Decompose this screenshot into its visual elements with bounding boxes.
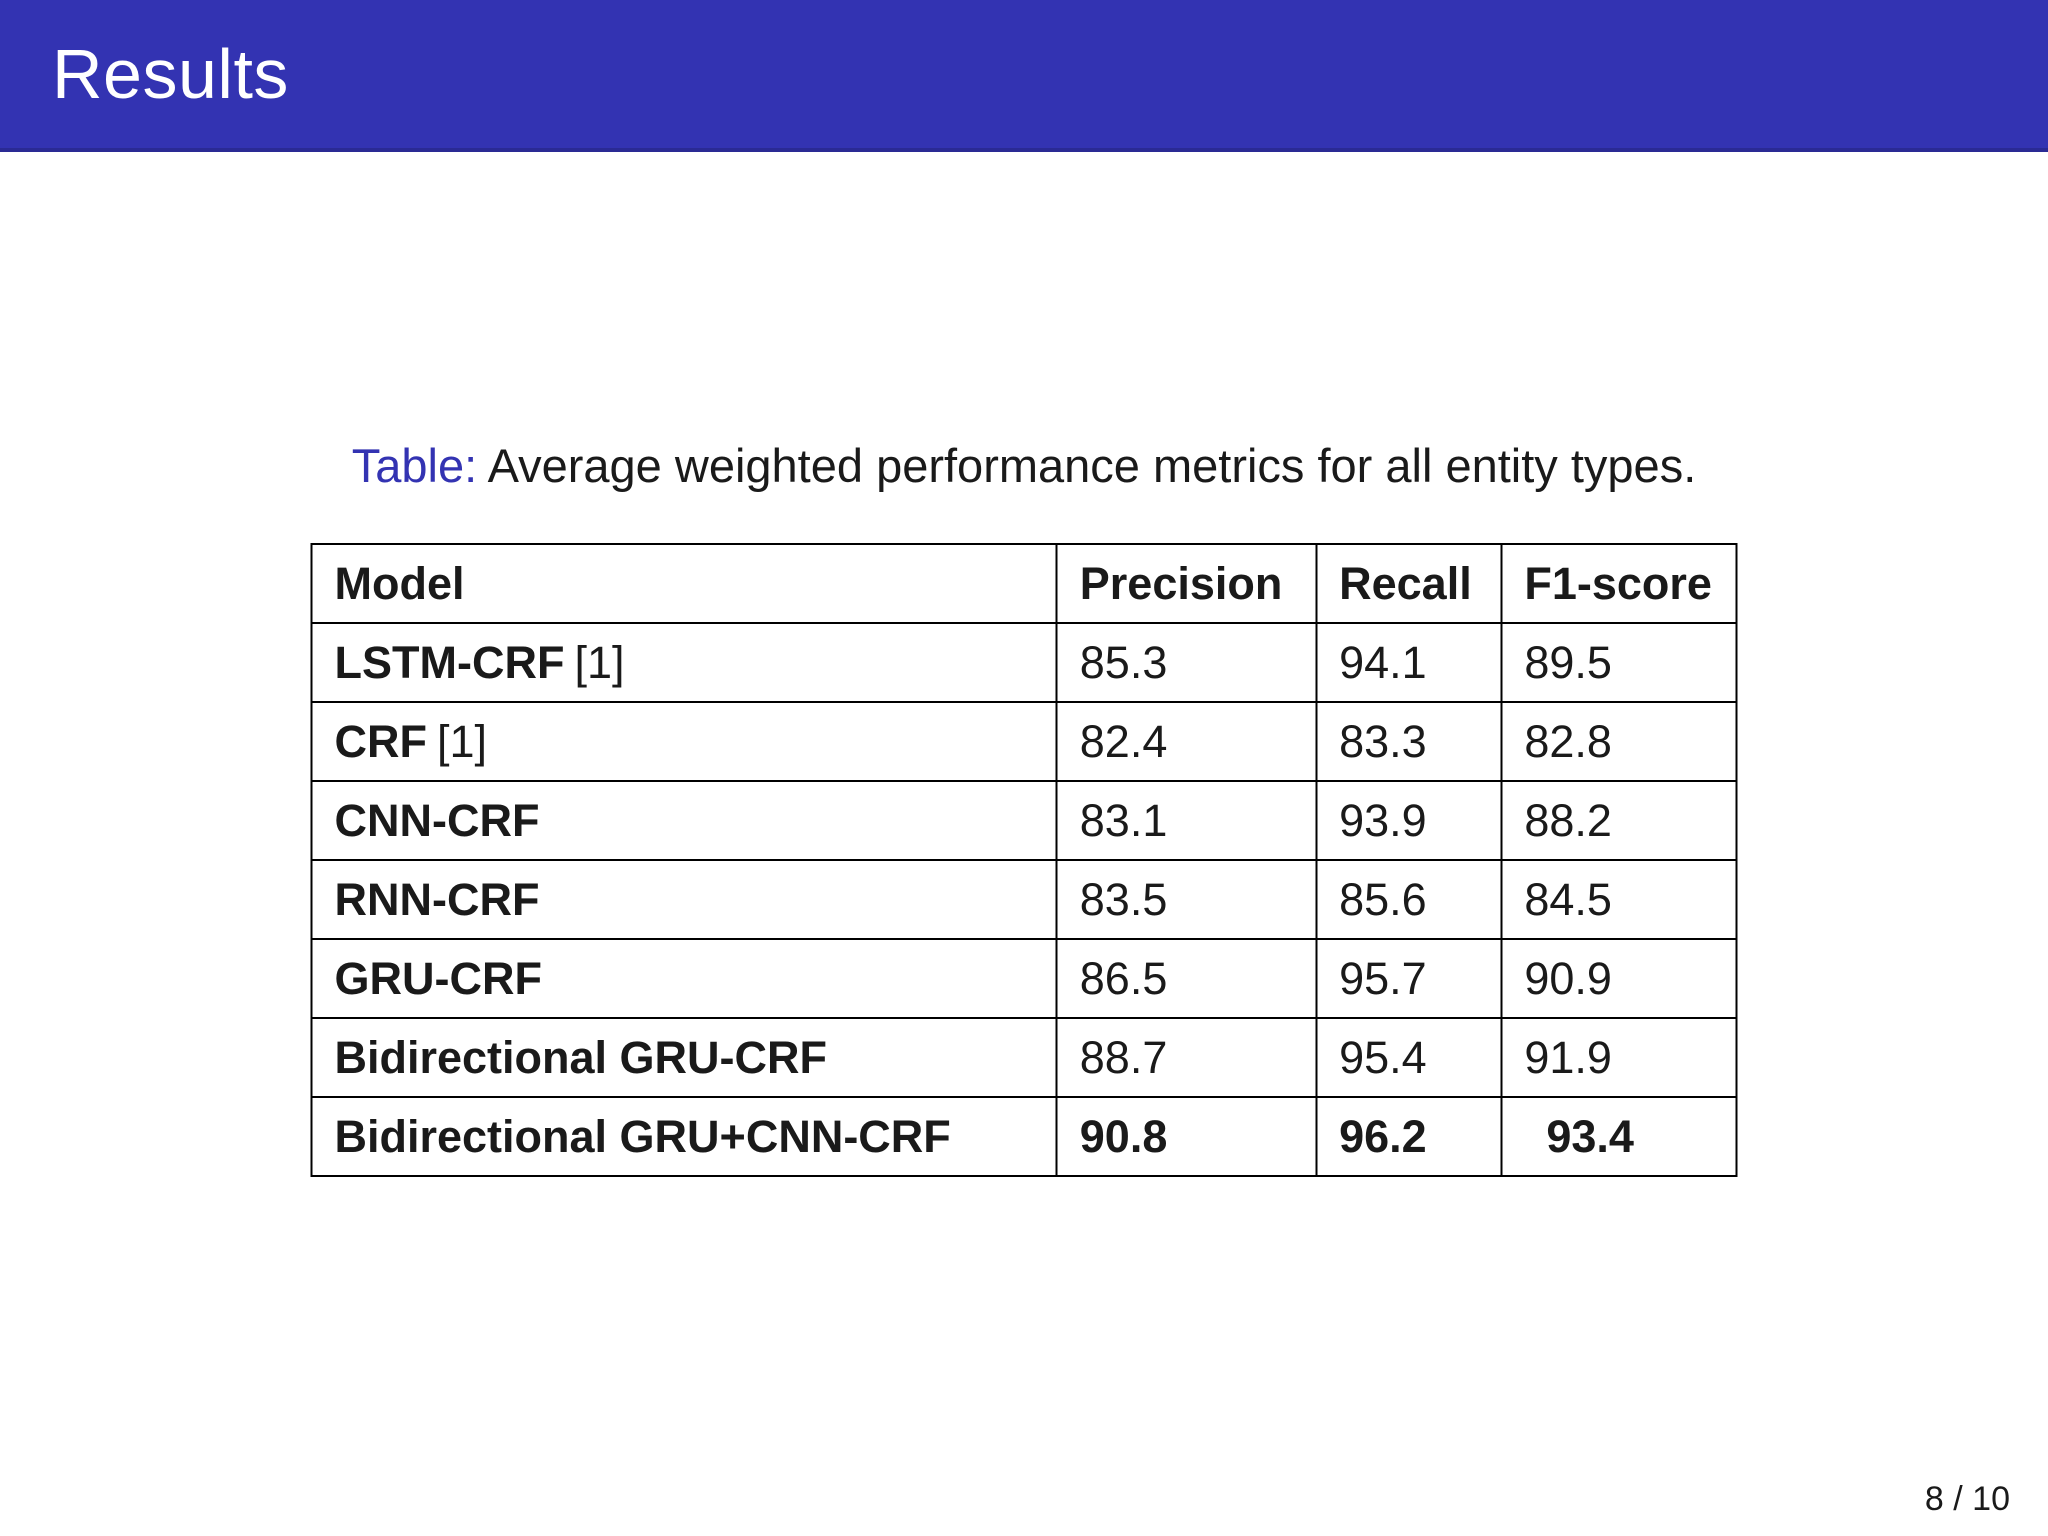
table-row: LSTM-CRF [1] 85.3 94.1 89.5 bbox=[310, 622, 1738, 703]
f1-score-value-cell: 91.9 bbox=[1500, 1017, 1738, 1098]
recall-value-cell: 96.2 bbox=[1315, 1096, 1503, 1177]
precision-value-cell: 83.5 bbox=[1055, 859, 1318, 940]
precision-value-cell: 88.7 bbox=[1055, 1017, 1318, 1098]
table-row: GRU-CRF 86.5 95.7 90.9 bbox=[310, 938, 1738, 1019]
slide-title: Results bbox=[52, 35, 289, 113]
table-row: CRF [1] 82.4 83.3 82.8 bbox=[310, 701, 1738, 782]
precision-value-cell: 86.5 bbox=[1055, 938, 1318, 1019]
model-name-cell: RNN-CRF bbox=[310, 859, 1058, 940]
model-name-cell: Bidirectional GRU+CNN-CRF bbox=[310, 1096, 1058, 1177]
model-name: Bidirectional GRU+CNN-CRF bbox=[334, 1110, 951, 1162]
recall-value-cell: 83.3 bbox=[1315, 701, 1503, 782]
model-name: GRU-CRF bbox=[334, 952, 542, 1004]
results-table-body: LSTM-CRF [1] 85.3 94.1 89.5 CRF [1] 82.4 83.3 82.… bbox=[310, 622, 1738, 1177]
model-name: RNN-CRF bbox=[334, 873, 540, 925]
table-row: RNN-CRF 83.5 85.6 84.5 bbox=[310, 859, 1738, 940]
column-header-f1-score: F1-score bbox=[1500, 543, 1738, 624]
table-row: Bidirectional GRU-CRF 88.7 95.4 91.9 bbox=[310, 1017, 1738, 1098]
f1-score-value-cell: 82.8 bbox=[1500, 701, 1738, 782]
precision-value-cell: 90.8 bbox=[1055, 1096, 1318, 1177]
page-number: 8 / 10 bbox=[1924, 1480, 2010, 1518]
column-header-recall: Recall bbox=[1315, 543, 1503, 624]
recall-value-cell: 85.6 bbox=[1315, 859, 1503, 940]
table-row: CNN-CRF 83.1 93.9 88.2 bbox=[310, 780, 1738, 861]
model-name-cell: CNN-CRF bbox=[310, 780, 1058, 861]
column-header-model: Model bbox=[310, 543, 1058, 624]
f1-score-value-cell: 89.5 bbox=[1500, 622, 1738, 703]
model-name: CNN-CRF bbox=[334, 794, 540, 846]
table-caption-label: Table: bbox=[351, 439, 478, 492]
precision-value-cell: 82.4 bbox=[1055, 701, 1318, 782]
recall-value-cell: 95.4 bbox=[1315, 1017, 1503, 1098]
model-name: Bidirectional GRU-CRF bbox=[334, 1031, 828, 1083]
model-name: CRF bbox=[334, 715, 427, 767]
results-table: Model Precision Recall F1-score LSTM-CRF… bbox=[310, 543, 1738, 1177]
f1-score-value-cell: 84.5 bbox=[1500, 859, 1738, 940]
table-caption: Table: Average weighted performance metr… bbox=[0, 438, 2048, 493]
model-name-cell: GRU-CRF bbox=[310, 938, 1058, 1019]
precision-value-cell: 83.1 bbox=[1055, 780, 1318, 861]
table-row: Bidirectional GRU+CNN-CRF 90.8 96.2 93.4 bbox=[310, 1096, 1738, 1177]
model-name-cell: CRF [1] bbox=[310, 701, 1058, 782]
f1-score-value-cell: 88.2 bbox=[1500, 780, 1738, 861]
model-name-cell: LSTM-CRF [1] bbox=[310, 622, 1058, 703]
table-caption-text: Average weighted performance metrics for… bbox=[487, 439, 1697, 492]
column-header-precision: Precision bbox=[1055, 543, 1318, 624]
f1-score-value-cell: 93.4 bbox=[1500, 1096, 1738, 1177]
model-name-cell: Bidirectional GRU-CRF bbox=[310, 1017, 1058, 1098]
recall-value-cell: 94.1 bbox=[1315, 622, 1503, 703]
f1-score-value-cell: 90.9 bbox=[1500, 938, 1738, 1019]
slide-header-bar: Results bbox=[0, 0, 2048, 152]
recall-value-cell: 93.9 bbox=[1315, 780, 1503, 861]
citation-reference: [1] bbox=[436, 715, 488, 767]
recall-value-cell: 95.7 bbox=[1315, 938, 1503, 1019]
table-header-row: Model Precision Recall F1-score bbox=[310, 543, 1738, 624]
precision-value-cell: 85.3 bbox=[1055, 622, 1318, 703]
results-table-container: Model Precision Recall F1-score LSTM-CRF… bbox=[310, 543, 1738, 1177]
citation-reference: [1] bbox=[574, 636, 625, 688]
model-name: LSTM-CRF bbox=[334, 636, 565, 688]
